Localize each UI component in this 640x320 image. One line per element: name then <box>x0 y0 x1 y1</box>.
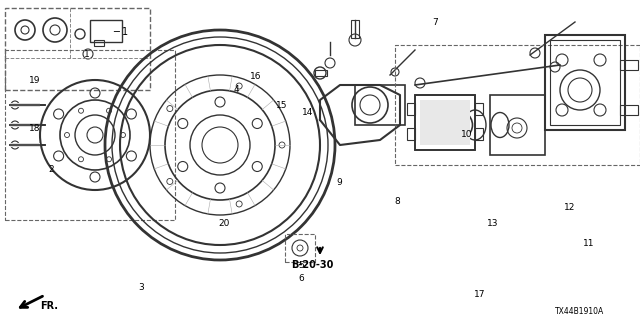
Text: 7: 7 <box>433 18 438 27</box>
Bar <box>351 20 359 38</box>
Bar <box>420 100 470 145</box>
Bar <box>395 45 640 165</box>
Text: 9: 9 <box>337 178 342 187</box>
Text: 11: 11 <box>583 239 595 248</box>
Text: 19: 19 <box>29 76 41 84</box>
Bar <box>355 85 405 125</box>
Bar <box>315 70 327 76</box>
Bar <box>475 103 483 115</box>
Text: 17: 17 <box>474 290 486 299</box>
Text: 3: 3 <box>138 284 143 292</box>
Text: ─ 1: ─ 1 <box>113 27 128 37</box>
Bar <box>415 95 475 150</box>
Bar <box>407 103 415 115</box>
Text: 5: 5 <box>298 261 303 270</box>
Text: 2: 2 <box>49 165 54 174</box>
Bar <box>545 35 625 130</box>
Text: 10: 10 <box>461 130 473 139</box>
Text: 12: 12 <box>564 204 575 212</box>
Text: 20: 20 <box>218 220 230 228</box>
Text: 16: 16 <box>250 72 262 81</box>
Bar <box>90 20 122 42</box>
Bar <box>94 40 104 46</box>
Text: 13: 13 <box>487 220 499 228</box>
Bar <box>5 50 175 220</box>
Bar <box>620 60 638 70</box>
Bar <box>285 234 315 262</box>
Text: 8: 8 <box>394 197 399 206</box>
Text: B-20-30: B-20-30 <box>291 260 333 270</box>
Text: TX44B1910A: TX44B1910A <box>555 308 604 316</box>
Bar <box>475 128 483 140</box>
Text: 14: 14 <box>301 108 313 116</box>
Text: FR.: FR. <box>40 301 58 311</box>
Bar <box>407 128 415 140</box>
Bar <box>415 95 475 150</box>
Text: 4: 4 <box>234 85 239 94</box>
Text: 18: 18 <box>29 124 41 132</box>
Bar <box>10 143 40 147</box>
Bar <box>620 105 638 115</box>
Text: 1: 1 <box>84 50 89 59</box>
Text: 15: 15 <box>276 101 287 110</box>
Bar <box>10 103 40 107</box>
Text: 6: 6 <box>298 274 303 283</box>
Bar <box>10 123 40 127</box>
Bar <box>490 95 545 155</box>
Bar <box>5 8 150 90</box>
Bar <box>550 40 620 125</box>
